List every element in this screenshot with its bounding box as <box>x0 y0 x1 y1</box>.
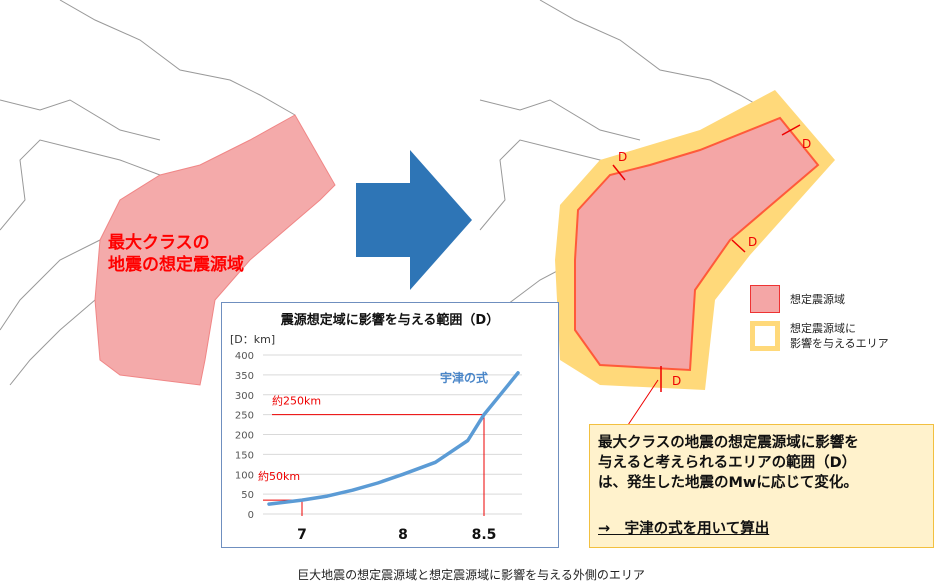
note-line: 最大クラスの地震の想定震源域に影響を <box>598 435 859 451</box>
right-arrow-icon <box>356 150 472 290</box>
y-axis-label: [D：km] <box>230 333 275 346</box>
y-tick-label: 200 <box>235 431 254 442</box>
legend-swatch-source <box>750 285 780 313</box>
annotation-label: 約50km <box>258 469 300 483</box>
legend-label: 想定震源域 <box>790 293 845 306</box>
legend-label: 影響を与えるエリア <box>790 337 889 350</box>
japan-coastline-left <box>0 0 296 386</box>
legend-label: 想定震源域に <box>790 322 856 335</box>
y-tick-label: 0 <box>248 510 254 521</box>
figure-caption: 巨大地震の想定震源域と想定震源域に影響を与える外側のエリア <box>297 568 645 582</box>
x-tick-label: 7 <box>297 527 307 543</box>
left-map-label: 最大クラスの 地震の想定震源域 <box>108 232 244 276</box>
d-label: D <box>802 137 812 151</box>
source-area-left <box>94 114 336 386</box>
y-tick-label: 350 <box>235 371 254 382</box>
japan-coastline-right <box>479 0 781 386</box>
x-tick-label: 8 <box>398 527 408 543</box>
note-line: 与えると考えられるエリアの範囲（D） <box>598 455 857 471</box>
chart-svg: [D：km] 0 50 100 150 200 250 300 350 400 7 8 8.5 約50km… <box>230 333 522 543</box>
y-tick-label: 250 <box>235 411 254 422</box>
series-label: 宇津の式 <box>440 370 488 385</box>
x-tick-label: 8.5 <box>472 527 497 543</box>
d-label: D <box>672 374 682 388</box>
legend: 想定震源域 想定震源域に 影響を与えるエリア <box>750 285 889 359</box>
note-line: は、発生した地震のMwに応じて変化。 <box>598 475 858 491</box>
d-label: D <box>618 150 628 164</box>
series-line <box>267 371 520 506</box>
d-label: D <box>748 235 758 249</box>
legend-swatch-influence <box>750 321 780 351</box>
d-arrows <box>612 124 801 392</box>
legend-item-source: 想定震源域 <box>750 285 889 313</box>
label-line2: 地震の想定震源域 <box>108 255 244 275</box>
y-tick-label: 300 <box>235 391 254 402</box>
chart-title: 震源想定域に影響を与える範囲（D） <box>280 313 500 328</box>
y-tick-label: 100 <box>235 470 254 481</box>
annotation-label: 約250km <box>272 394 321 408</box>
explanation-note: 最大クラスの地震の想定震源域に影響を 与えると考えられるエリアの範囲（D） は、… <box>589 424 934 548</box>
y-tick-label: 50 <box>241 490 254 501</box>
legend-item-influence: 想定震源域に 影響を与えるエリア <box>750 321 889 351</box>
label-line1: 最大クラスの <box>108 233 210 253</box>
callout-line <box>627 379 659 426</box>
chart-panel: 震源想定域に影響を与える範囲（D） [D：km] 0 50 100 150 200 250 3… <box>221 302 559 548</box>
y-tick-label: 400 <box>235 351 254 362</box>
source-area-right <box>574 116 820 372</box>
y-tick-label: 150 <box>235 450 254 461</box>
note-formula-link: → 宇津の式を用いて算出 <box>598 521 770 537</box>
